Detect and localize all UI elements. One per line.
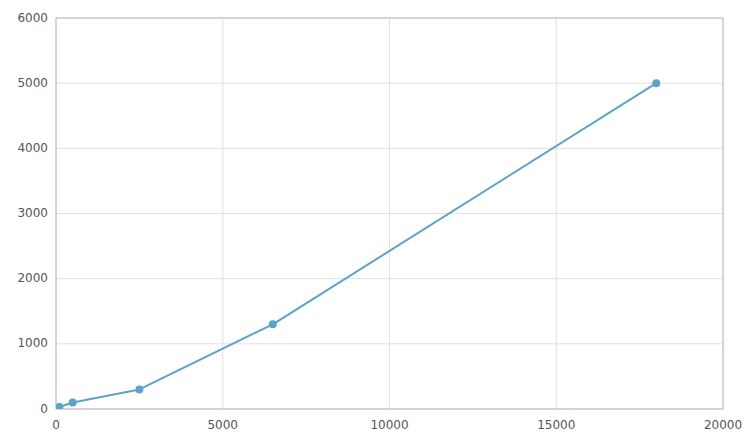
grid-line bbox=[556, 18, 557, 409]
series bbox=[56, 79, 660, 409]
point bbox=[69, 398, 77, 406]
point bbox=[652, 79, 660, 87]
grid bbox=[56, 18, 723, 409]
axes: 0 1000 2000 3000 4000 5000 6000 0 5000 10000 15000… bbox=[17, 11, 742, 433]
tick-label: 3000 bbox=[17, 206, 48, 220]
grid-line bbox=[222, 18, 223, 409]
line bbox=[59, 83, 656, 407]
tick-label: 0 bbox=[52, 418, 60, 432]
tick-label: 1000 bbox=[17, 336, 48, 350]
tick-label: 15000 bbox=[537, 418, 575, 432]
tick-label: 10000 bbox=[370, 418, 408, 432]
tick-label: 6000 bbox=[17, 11, 48, 25]
point bbox=[269, 320, 277, 328]
grid-line bbox=[389, 18, 390, 409]
chart: 0 1000 2000 3000 4000 5000 6000 0 5000 10000 15000… bbox=[0, 0, 755, 447]
plot-frame bbox=[56, 18, 723, 409]
tick-label: 2000 bbox=[17, 271, 48, 285]
tick-label: 5000 bbox=[207, 418, 238, 432]
tick-label: 5000 bbox=[17, 76, 48, 90]
tick-label: 4000 bbox=[17, 141, 48, 155]
tick-label: 20000 bbox=[704, 418, 742, 432]
point bbox=[56, 403, 63, 409]
tick-label: 0 bbox=[40, 402, 48, 416]
plot-area bbox=[56, 18, 723, 409]
point bbox=[135, 385, 143, 393]
